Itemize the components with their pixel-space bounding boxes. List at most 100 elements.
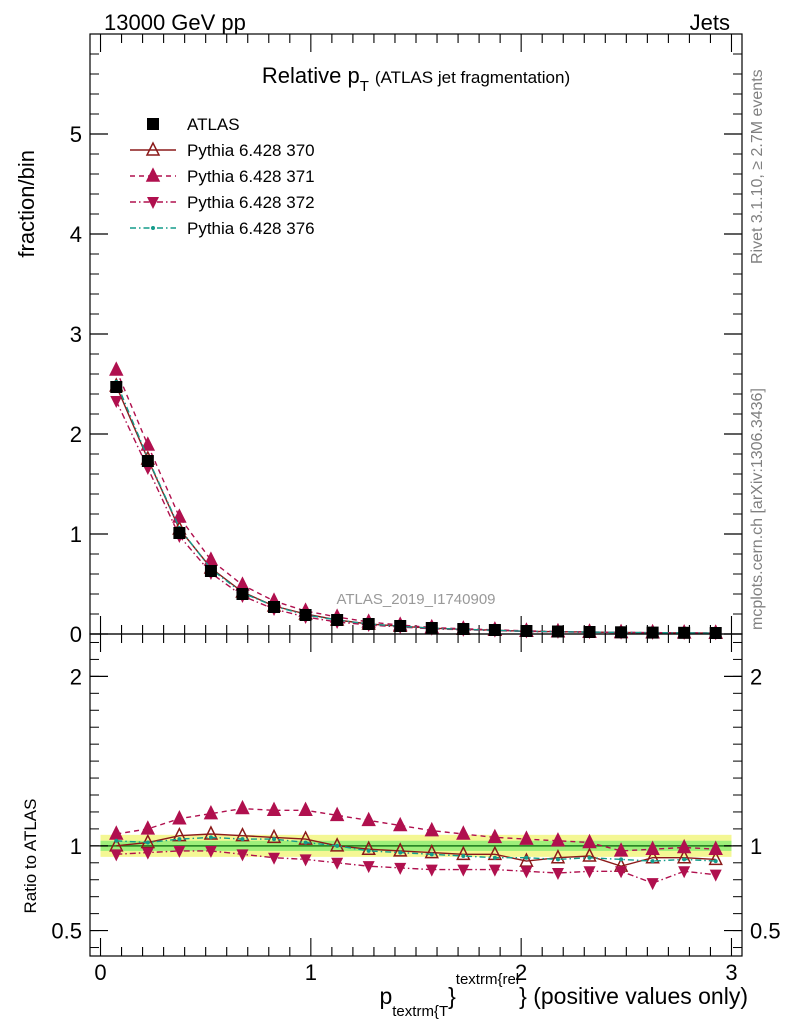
mcplots-label: mcplots.cern.ch [arXiv:1306.3436] (749, 388, 766, 630)
main-point-atlas (299, 609, 312, 621)
ratio-ytick-label: 1 (70, 834, 82, 859)
xlabel-rest: } (positive values only) (519, 983, 748, 1009)
main-point-atlas (551, 625, 564, 638)
ratio-point-p376 (303, 840, 308, 845)
ratio-point-p376 (619, 857, 624, 862)
ratio-line-p376 (116, 836, 716, 862)
ratio-point-p370 (140, 833, 156, 849)
chart-title: Relative pT (ATLAS jet fragmentation) (262, 63, 570, 95)
ratio-point-p371 (298, 801, 313, 817)
ratio-point-p372 (110, 849, 123, 862)
ratio-point-p371 (203, 804, 219, 820)
main-point-atlas (268, 601, 281, 613)
ratio-point-p371 (645, 840, 660, 855)
ratio-point-p372 (362, 861, 375, 874)
legend-entry-p371: Pythia 6.428 371 (130, 167, 315, 186)
ratio-line-p370 (116, 833, 716, 867)
ratio-xtick-label: 0 (94, 960, 106, 985)
ratio-point-p371 (140, 820, 156, 835)
main-panel: 0 1 2 3 4 5 (70, 33, 743, 647)
main-point-atlas (394, 620, 407, 632)
ratio-point-p371 (708, 840, 723, 855)
ratio-series-p371 (109, 799, 723, 857)
ratio-point-p371 (393, 816, 408, 832)
legend-marker-p370 (145, 141, 161, 156)
main-ytick-label: 3 (70, 322, 82, 347)
title-main: Relative p (262, 63, 360, 88)
main-ytick-label: 5 (70, 122, 82, 147)
ratio-point-p370 (550, 849, 566, 864)
main-point-atlas (173, 527, 186, 539)
ratio-point-p370 (424, 843, 439, 859)
main-series-atlas (110, 381, 722, 639)
ratio-point-p372 (173, 845, 186, 858)
ratio-line-p372 (116, 850, 716, 884)
ratio-ytick-label-right: 1 (750, 834, 762, 859)
ratio-point-p372 (583, 866, 596, 879)
ratio-point-p371 (550, 832, 566, 847)
x-axis-label: ptextrm{T}textrm{rel} (positive values o… (379, 971, 748, 1020)
ratio-point-p370 (676, 849, 692, 864)
ratio-xtick-label: 2 (515, 960, 527, 985)
main-point-p372 (110, 396, 123, 408)
ratio-point-p370 (393, 842, 408, 857)
xlabel-sup: textrm{rel (456, 971, 519, 988)
ratio-point-p371 (361, 811, 376, 827)
ratio-point-p376 (177, 837, 182, 842)
main-point-atlas (488, 624, 501, 636)
main-point-p371 (109, 361, 124, 376)
xlabel-sub: textrm{T (392, 1003, 448, 1020)
legend-label-p371: Pythia 6.428 371 (187, 167, 315, 186)
ratio-point-p370 (361, 840, 376, 855)
ratio-point-p372 (646, 878, 659, 891)
main-point-atlas (331, 614, 344, 626)
ratio-point-p372 (394, 862, 407, 875)
ratio-ytick-label: 2 (70, 664, 82, 689)
ratio-point-p371 (424, 821, 439, 837)
main-point-atlas (615, 626, 628, 639)
legend-entry-p370: Pythia 6.428 370 (130, 141, 315, 160)
header-left: 13000 GeV pp (104, 10, 246, 35)
ratio-point-p372 (520, 866, 533, 879)
main-point-atlas (646, 626, 659, 639)
main-point-p371 (140, 436, 156, 451)
ratio-point-p376 (240, 837, 245, 842)
ratio-series-p372 (110, 845, 722, 891)
ratio-point-p376 (208, 835, 213, 840)
ratio-point-p376 (114, 838, 119, 843)
legend-marker-p371 (145, 167, 161, 182)
ratio-point-p370 (708, 850, 723, 866)
ratio-point-p376 (366, 848, 371, 853)
ratio-point-p376 (398, 850, 403, 855)
ratio-xtick-label: 1 (305, 960, 317, 985)
legend-label-atlas: ATLAS (187, 115, 240, 134)
main-ytick-label: 4 (70, 222, 82, 247)
legend-marker-atlas (147, 118, 159, 130)
ratio-point-p376 (587, 855, 592, 860)
ratio-point-p370 (266, 828, 282, 844)
header-right: Jets (690, 10, 730, 35)
main-ylabel: fraction/bin (14, 150, 39, 258)
ratio-point-p372 (709, 869, 722, 882)
ratio-point-p372 (551, 867, 564, 880)
ratio-point-p376 (145, 840, 150, 845)
main-point-atlas (110, 381, 123, 393)
legend: ATLAS Pythia 6.428 370 Pythia 6.428 371 Pyt… (130, 115, 315, 238)
ratio-point-p372 (331, 857, 344, 870)
ratio-point-p372 (236, 849, 249, 862)
legend-marker-p372 (147, 197, 159, 209)
ratio-point-p371 (676, 838, 692, 854)
legend-marker-p376 (151, 226, 155, 230)
ratio-panel: 0.5 0.5 1 1 2 2 0 1 2 3 (51, 633, 781, 985)
title-sub: T (360, 78, 369, 95)
ratio-point-p371 (519, 830, 534, 845)
main-point-atlas (236, 588, 249, 600)
analysis-watermark: ATLAS_2019_I1740909 (336, 591, 495, 608)
ratio-point-p371 (582, 833, 597, 849)
ratio-point-p372 (488, 864, 501, 877)
ratio-point-p370 (456, 845, 471, 861)
ratio-point-p372 (141, 847, 154, 860)
legend-label-p370: Pythia 6.428 370 (187, 141, 315, 160)
legend-label-p372: Pythia 6.428 372 (187, 193, 315, 212)
ratio-point-p372 (615, 866, 628, 879)
